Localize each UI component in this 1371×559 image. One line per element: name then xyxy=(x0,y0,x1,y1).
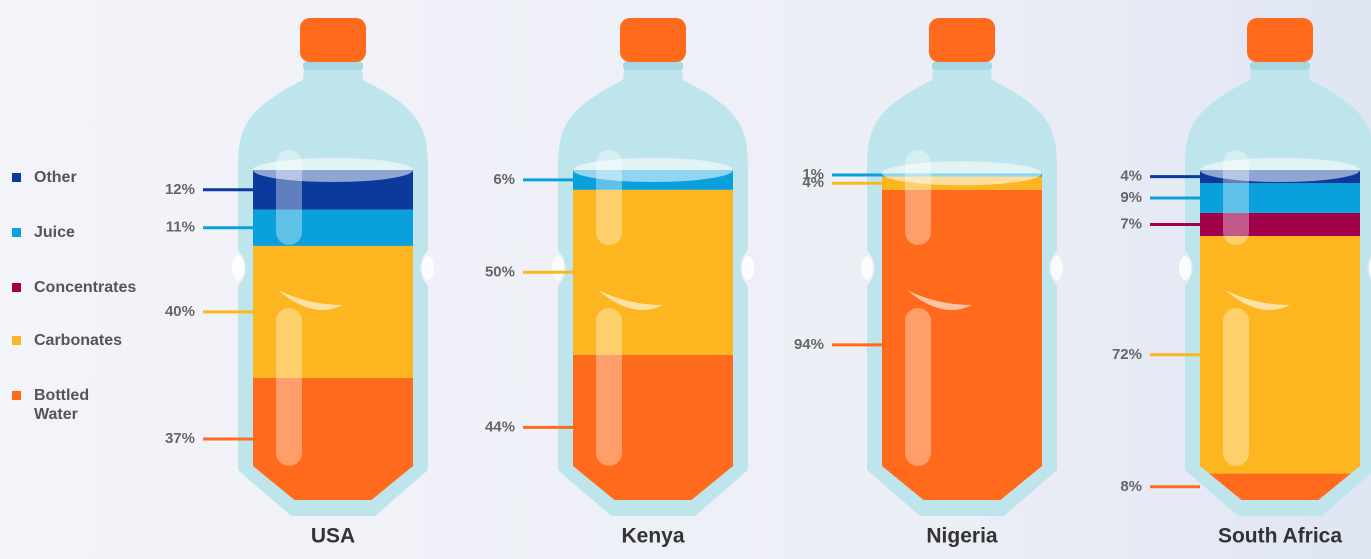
legend-label: Juice xyxy=(34,224,75,241)
legend-swatch xyxy=(12,173,21,182)
legend-label: Carbonates xyxy=(34,332,123,349)
highlight xyxy=(907,290,972,310)
segment xyxy=(253,209,413,246)
bottle-notch xyxy=(742,256,754,280)
highlight xyxy=(1223,308,1249,466)
legend-item: Bottled Water xyxy=(12,386,152,424)
bottle-cap xyxy=(300,18,366,62)
bottle-ring xyxy=(1250,62,1310,70)
legend-swatch xyxy=(12,391,21,400)
highlight xyxy=(905,308,931,466)
legend-item: Carbonates xyxy=(12,331,152,350)
value-label: 11% xyxy=(166,219,195,236)
liquid-surface xyxy=(1200,158,1360,182)
value-label: 72% xyxy=(1112,346,1142,363)
value-label: 4% xyxy=(802,174,824,191)
segment xyxy=(573,189,733,355)
legend-swatch xyxy=(12,283,21,292)
value-label: 40% xyxy=(165,303,195,320)
legend-item: Juice xyxy=(12,223,152,242)
bottle-cap xyxy=(620,18,686,62)
bottle-cap xyxy=(1247,18,1313,62)
highlight xyxy=(596,150,622,245)
value-label: 12% xyxy=(165,181,195,198)
category-label: Nigeria xyxy=(926,525,998,548)
highlight xyxy=(276,308,302,466)
bottle-notch xyxy=(1179,256,1191,280)
segment xyxy=(573,354,733,500)
value-label: 50% xyxy=(485,263,515,280)
segment xyxy=(1200,212,1360,236)
value-label: 44% xyxy=(485,418,515,435)
value-label: 8% xyxy=(1120,478,1142,495)
value-label: 9% xyxy=(1120,189,1142,206)
bottle-cap xyxy=(929,18,995,62)
highlight xyxy=(278,290,343,310)
liquid-surface xyxy=(882,161,1042,186)
bottle-notch xyxy=(861,256,873,280)
liquid xyxy=(253,170,413,500)
category-label: Kenya xyxy=(621,525,684,548)
segment xyxy=(1200,183,1360,213)
bottle-notch xyxy=(1051,256,1063,280)
legend-label: Bottled Water xyxy=(34,387,90,423)
legend-item: Other xyxy=(12,168,152,187)
liquid xyxy=(573,170,733,500)
bottle-notch xyxy=(232,256,244,280)
category-label: USA xyxy=(311,525,355,548)
bottle-notch xyxy=(422,256,434,280)
segment xyxy=(882,189,1042,501)
legend-item: Concentrates xyxy=(12,278,152,297)
value-label: 1% xyxy=(802,166,824,183)
legend-swatch xyxy=(12,228,21,237)
highlight xyxy=(1223,150,1249,245)
value-label: 37% xyxy=(165,430,195,447)
legend-label: Other xyxy=(34,169,77,186)
highlight xyxy=(596,308,622,466)
highlight xyxy=(1225,290,1290,310)
segment xyxy=(1200,236,1360,474)
liquid xyxy=(1200,170,1360,500)
bottle-notch xyxy=(552,256,564,280)
liquid-surface xyxy=(573,158,733,182)
highlight xyxy=(276,150,302,245)
liquid-surface xyxy=(253,158,413,182)
value-label: 4% xyxy=(1120,168,1142,185)
bottle-ring xyxy=(932,62,992,70)
segment xyxy=(253,377,413,500)
highlight xyxy=(598,290,663,310)
legend-swatch xyxy=(12,336,21,345)
segment xyxy=(253,245,413,378)
bottle-ring xyxy=(623,62,683,70)
legend-label: Concentrates xyxy=(34,279,137,296)
highlight xyxy=(905,150,931,245)
value-label: 7% xyxy=(1120,215,1142,232)
category-label: South Africa xyxy=(1218,525,1342,548)
value-label: 94% xyxy=(794,336,824,353)
value-label: 6% xyxy=(493,171,515,188)
bottle-ring xyxy=(303,62,363,70)
